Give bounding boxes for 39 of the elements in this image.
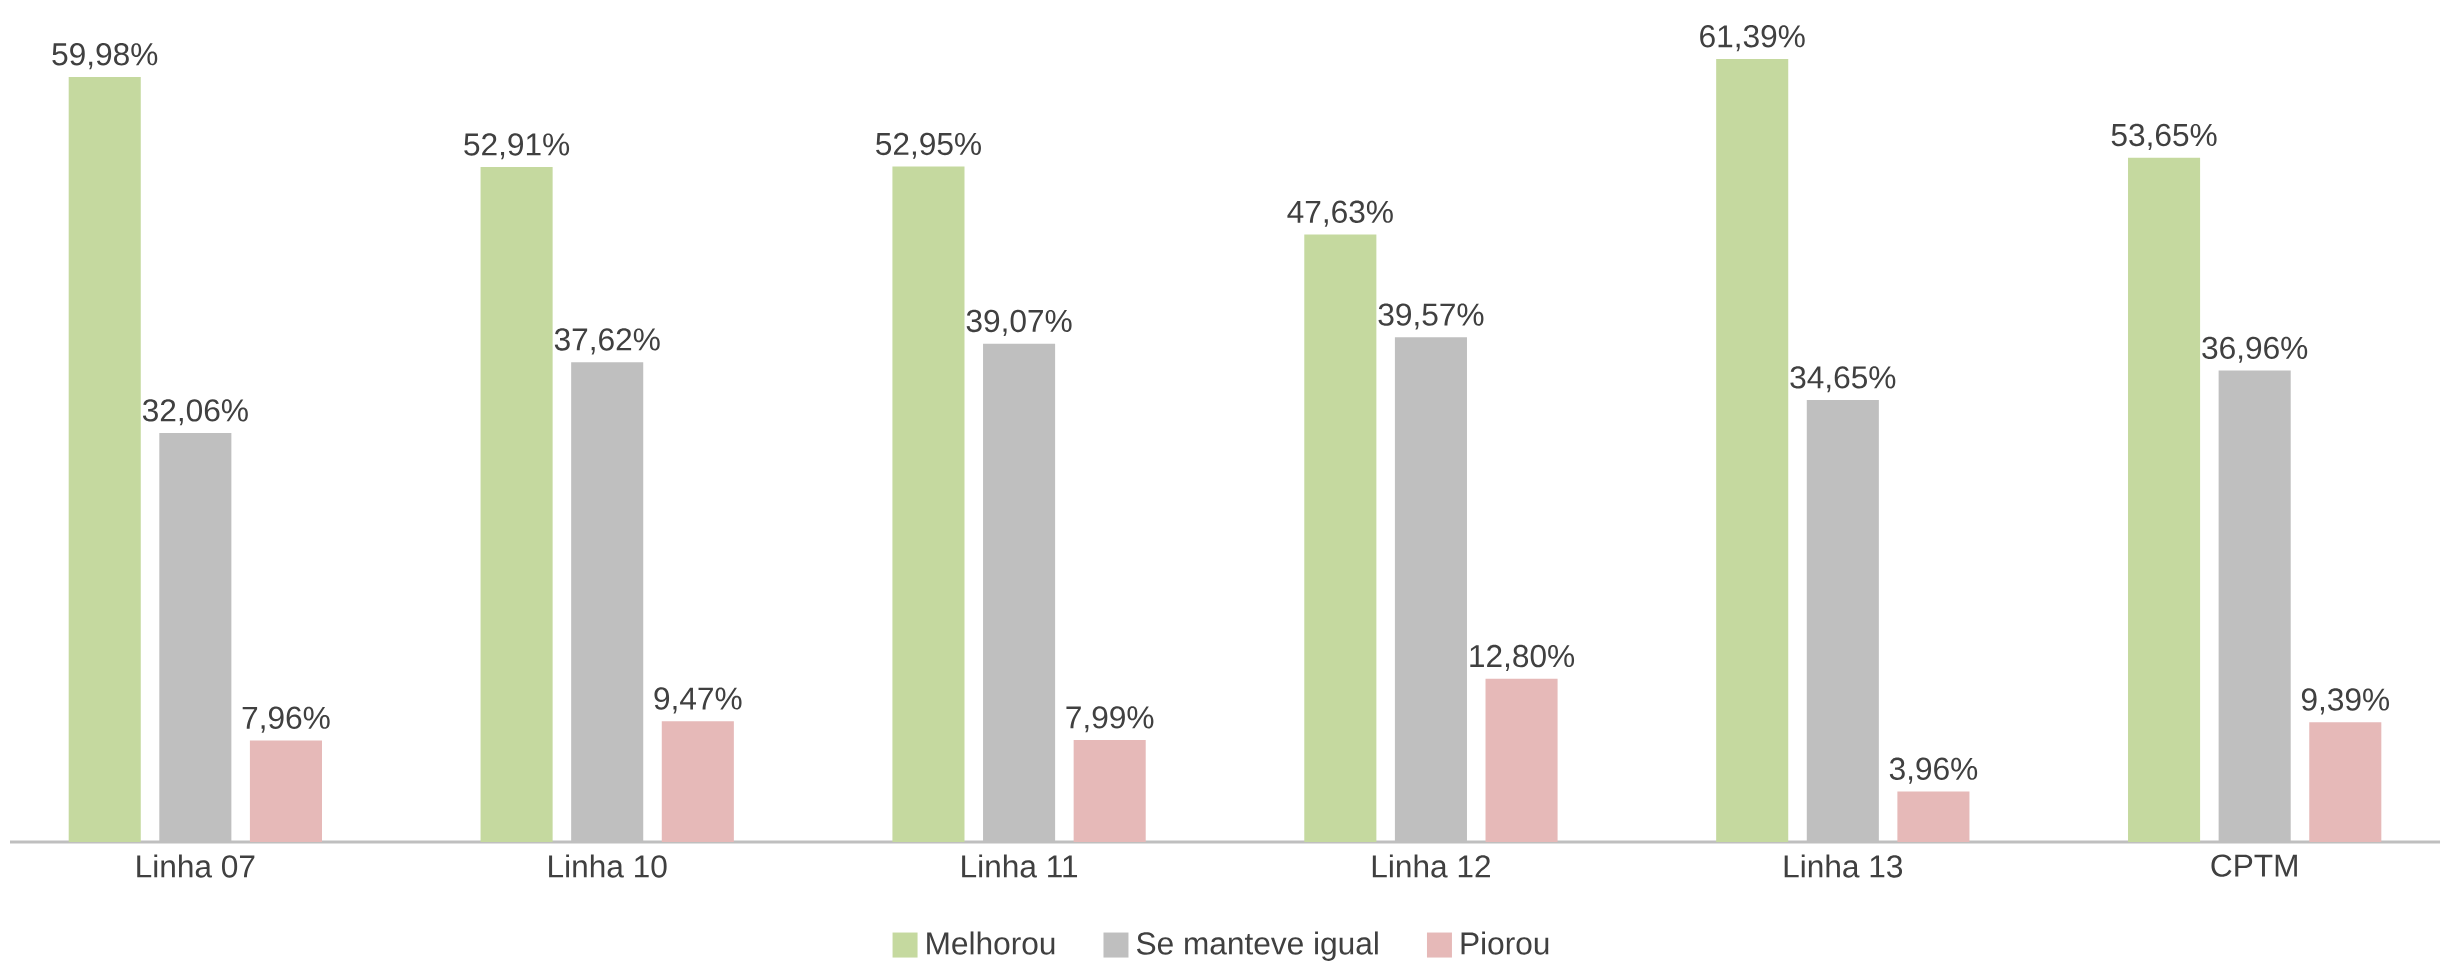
x-tick-label: CPTM [2211,854,2297,877]
bar [892,166,965,842]
bar [68,76,141,842]
x-tick-label: Linha 11 [962,854,1078,878]
data-label: 47,63% [1287,200,1393,227]
x-tick-label: Linha 07 [137,854,255,878]
bar [1716,58,1789,842]
data-label: 39,07% [966,309,1072,336]
bar [1897,791,1970,842]
data-label: 61,39% [1700,25,1805,52]
data-label: 9,47% [654,687,742,714]
data-label: 12,80% [1470,644,1575,671]
bar [2309,722,2382,842]
data-label: 52,91% [464,133,570,160]
legend-label: Se manteve igual [1136,931,1378,961]
data-label: 53,65% [2111,123,2217,150]
x-tick-label: Linha 10 [549,854,667,878]
data-label: 39,57% [1378,303,1484,330]
data-label: 36,96% [2202,336,2308,363]
bar [1073,740,1146,842]
bar [661,721,734,842]
data-label: 3,96% [1889,757,1978,784]
x-tick-label: Linha 12 [1372,854,1490,878]
legend-label: Melhorou [927,931,1055,955]
legend-label: Piorou [1461,931,1549,955]
bar [1485,678,1558,842]
data-label: 7,96% [242,706,330,733]
bar [2128,157,2201,842]
data-label: 34,65% [1790,366,1896,393]
data-label: 9,39% [2301,688,2390,715]
data-label: 32,06% [142,399,248,426]
x-tick-label: Linha 13 [1784,854,1903,878]
data-label: 59,98% [52,43,158,70]
bar [249,740,322,842]
data-label: 37,62% [554,328,660,355]
data-label: 52,95% [876,132,981,159]
data-label: 7,99% [1066,706,1154,733]
bar [1304,234,1377,842]
bar [480,167,553,842]
